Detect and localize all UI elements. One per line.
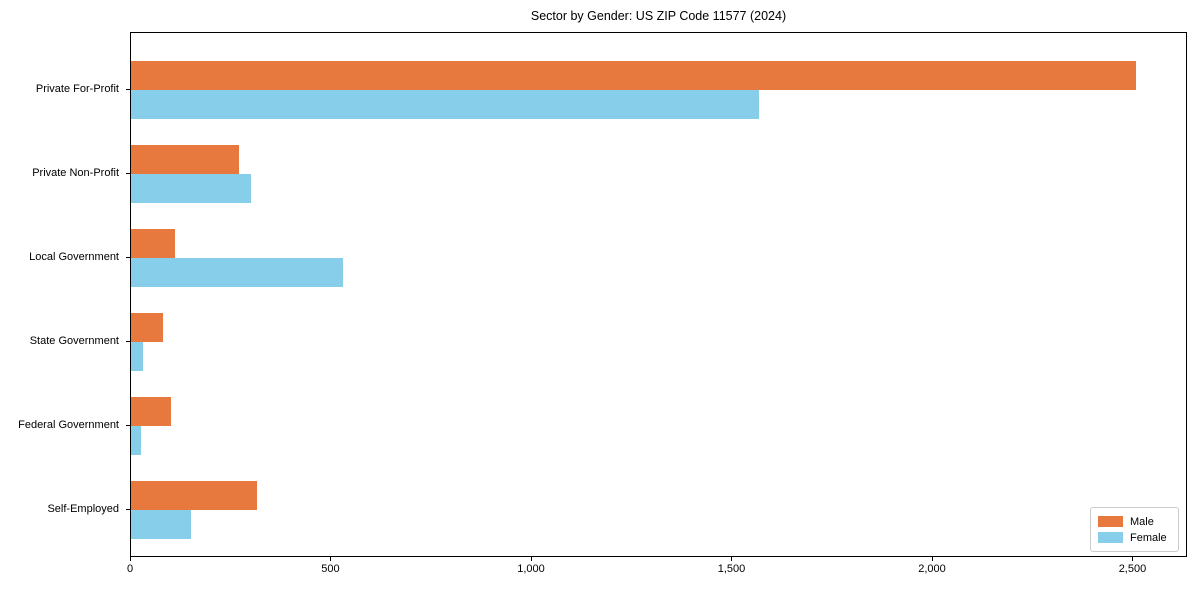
x-tick-mark xyxy=(931,557,933,561)
legend-label-male: Male xyxy=(1130,515,1154,528)
y-axis-labels: Private For-Profit Private Non-Profit Loca… xyxy=(0,0,124,600)
x-tick-label: 1,000 xyxy=(517,563,545,575)
x-tick-mark xyxy=(130,557,131,561)
x-tick-label: 1,500 xyxy=(717,563,746,575)
bar-female xyxy=(131,90,760,119)
y-tick-label: Federal Government xyxy=(18,419,119,431)
x-tick-label: 2,500 xyxy=(1118,563,1147,575)
x-tick-mark xyxy=(1132,557,1134,561)
y-tick-mark xyxy=(126,173,130,174)
x-tick-mark xyxy=(731,557,733,561)
legend-label-female: Female xyxy=(1130,531,1167,544)
bar-female xyxy=(131,174,252,203)
bar-female xyxy=(131,342,143,371)
bar-male xyxy=(131,397,172,426)
bar-male xyxy=(131,481,258,510)
y-tick-label: Private For-Profit xyxy=(35,83,119,95)
y-tick-mark xyxy=(126,257,130,258)
x-tick-label: 0 xyxy=(126,563,134,575)
y-tick-label: Local Government xyxy=(29,251,119,263)
y-tick-mark xyxy=(126,341,130,342)
legend-swatch-female xyxy=(1098,532,1123,543)
y-tick-label: Self-Employed xyxy=(47,503,119,515)
x-tick-mark xyxy=(330,557,332,561)
bar-male xyxy=(131,61,1136,90)
y-tick-mark xyxy=(126,89,130,90)
plot-area xyxy=(130,32,1187,557)
legend-swatch-male xyxy=(1098,516,1123,527)
legend-item-female: Female xyxy=(1098,532,1171,544)
bar-female xyxy=(131,426,141,455)
x-tick-label: 2,000 xyxy=(918,563,946,575)
legend-item-male: Male xyxy=(1098,516,1171,528)
y-tick-label: Private Non-Profit xyxy=(32,167,119,179)
x-tick-mark xyxy=(530,557,532,561)
y-tick-mark xyxy=(126,425,130,426)
bar-female xyxy=(131,510,192,539)
chart-title: Sector by Gender: US ZIP Code 11577 (202… xyxy=(530,9,787,23)
bar-male xyxy=(131,145,240,174)
bar-male xyxy=(131,313,164,342)
y-tick-label: State Government xyxy=(29,335,119,347)
y-tick-mark xyxy=(126,509,130,510)
legend: Male Female xyxy=(1090,507,1179,552)
x-tick-label: 500 xyxy=(321,563,340,575)
bar-female xyxy=(131,258,344,287)
bar-male xyxy=(131,229,176,258)
